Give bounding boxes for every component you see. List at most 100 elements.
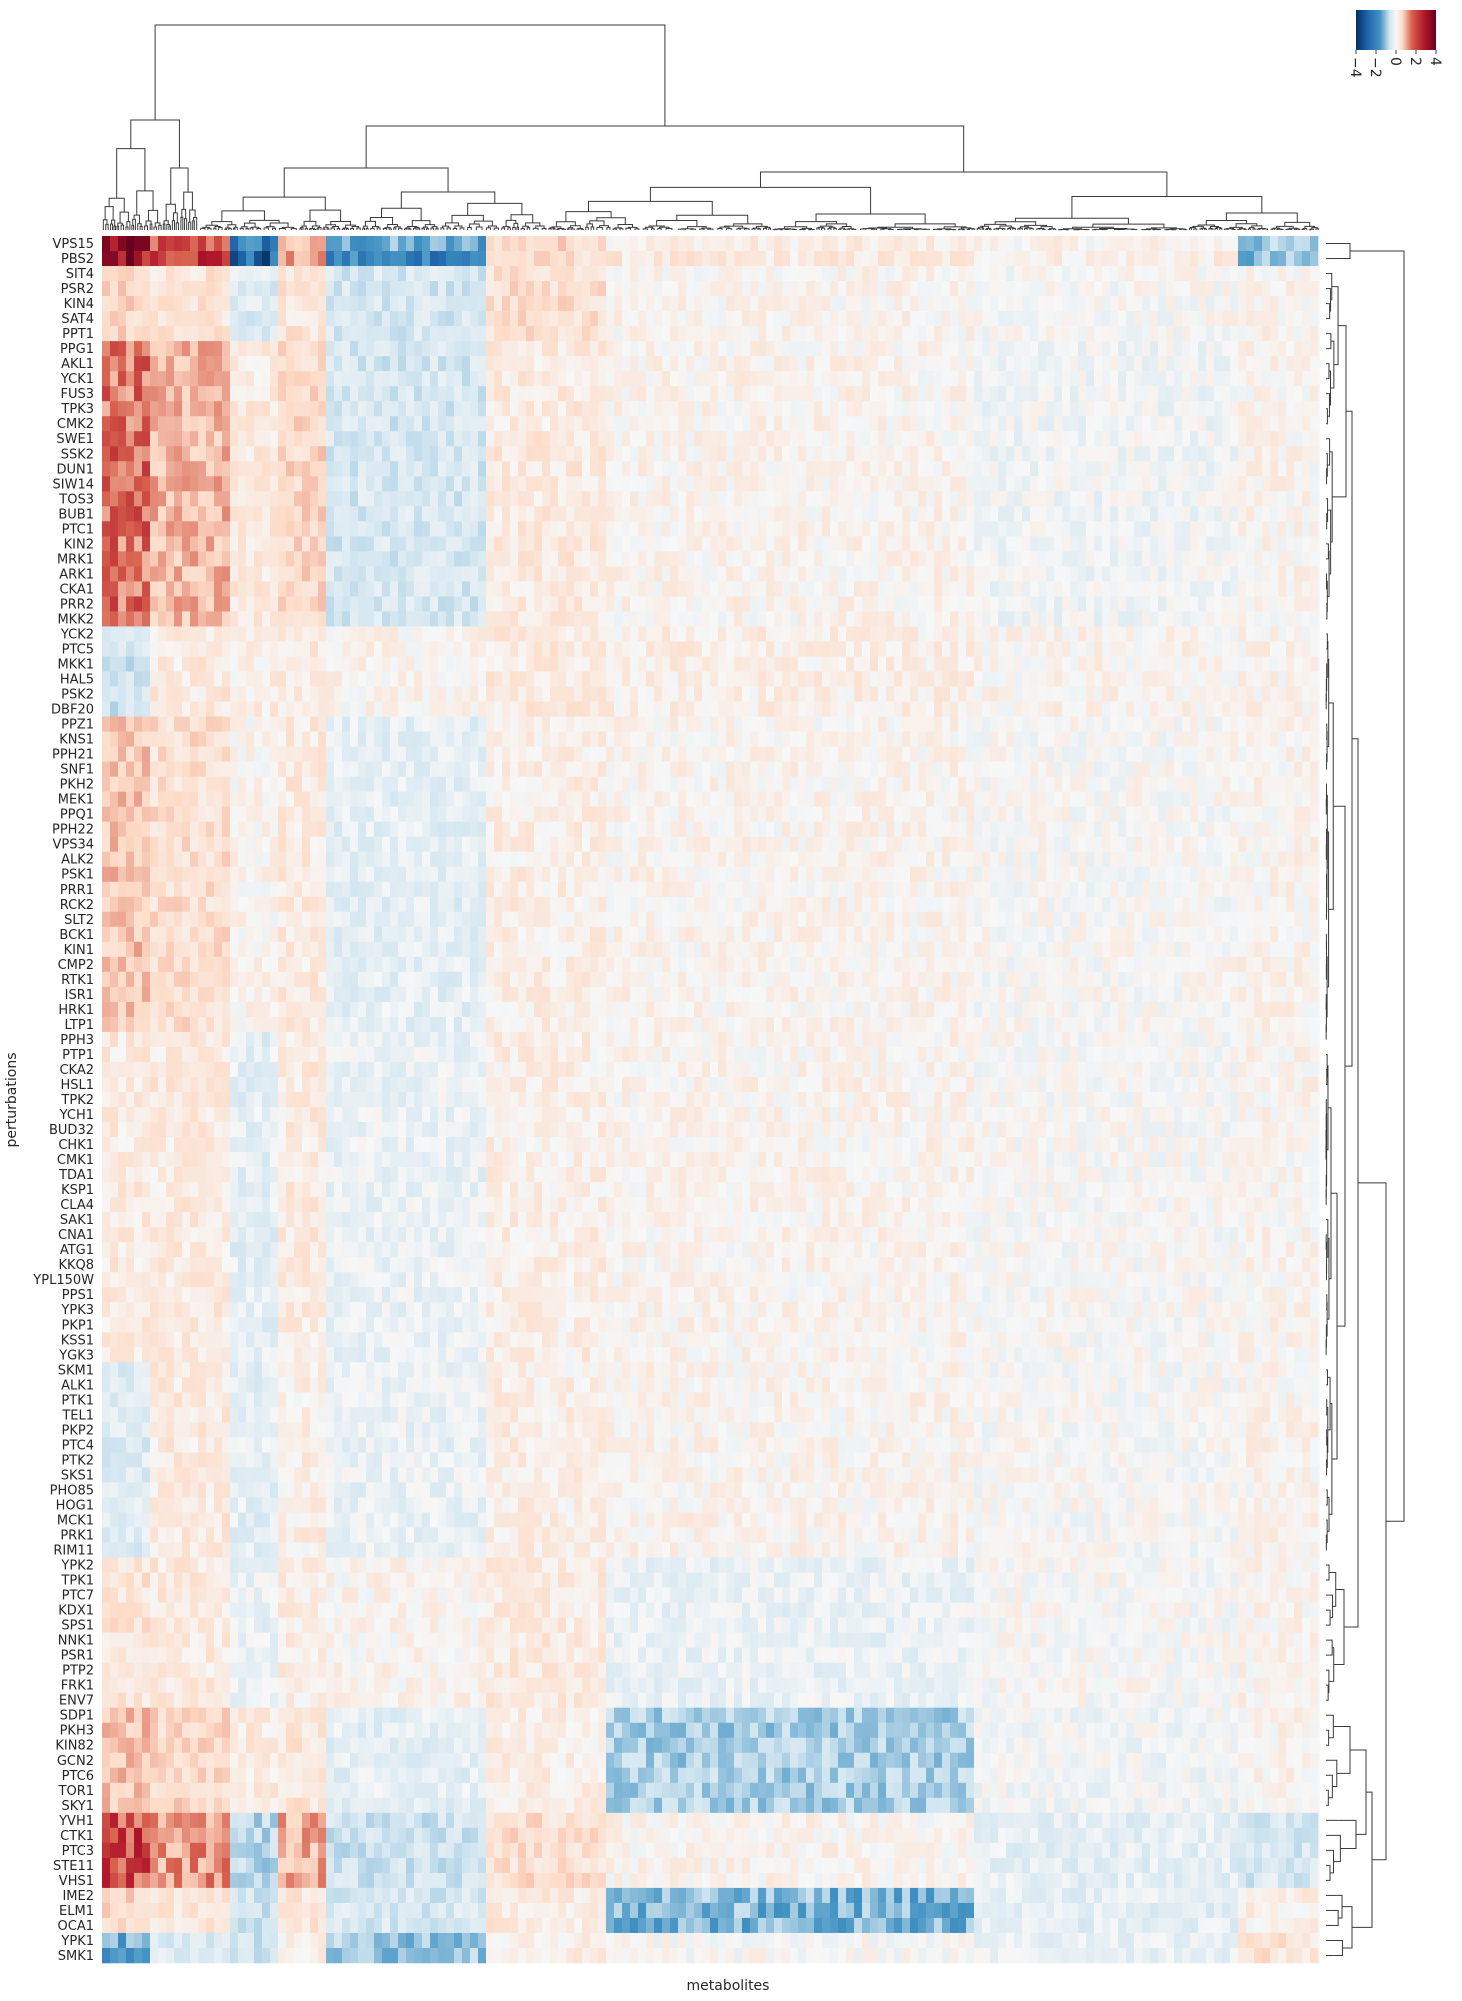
heatmap-cell [1294, 566, 1303, 582]
heatmap-cell [918, 416, 927, 432]
heatmap-cell [1070, 236, 1079, 252]
heatmap-cell [158, 341, 167, 357]
heatmap-cell [1182, 491, 1191, 507]
heatmap-cell [542, 371, 551, 387]
heatmap-cell [230, 401, 239, 417]
heatmap-cell [1182, 536, 1191, 552]
heatmap-cell [222, 401, 231, 417]
heatmap-cell [566, 281, 575, 297]
heatmap-cell [190, 281, 199, 297]
heatmap-cell [334, 581, 343, 597]
heatmap-cell [910, 416, 919, 432]
heatmap-cell [350, 566, 359, 582]
heatmap-cell [294, 371, 303, 387]
heatmap-cell [222, 431, 231, 447]
heatmap-cell [630, 461, 639, 477]
heatmap-cell [342, 596, 351, 612]
heatmap-cell [774, 506, 783, 522]
heatmap-cell [430, 281, 439, 297]
heatmap-cell [1014, 551, 1023, 567]
heatmap-cell [222, 641, 231, 657]
col-dendrogram-link [657, 228, 662, 230]
heatmap-cell [934, 311, 943, 327]
heatmap-cell [654, 521, 663, 537]
heatmap-cell [998, 506, 1007, 522]
heatmap-cell [550, 311, 559, 327]
heatmap-cell [470, 506, 479, 522]
heatmap-cell [174, 251, 183, 267]
heatmap-cell [774, 626, 783, 642]
heatmap-cell [142, 596, 151, 612]
col-dendrogram-link [111, 219, 116, 227]
heatmap-cell [638, 236, 647, 252]
heatmap-cell [1310, 431, 1319, 447]
heatmap-cell [1142, 326, 1151, 342]
heatmap-cell [230, 506, 239, 522]
heatmap-cell [614, 281, 623, 297]
heatmap-cell [1310, 581, 1319, 597]
heatmap-cell [782, 266, 791, 282]
heatmap-cell [1166, 386, 1175, 402]
heatmap-cell [486, 251, 495, 267]
heatmap-cell [1030, 626, 1039, 642]
heatmap-cell [774, 566, 783, 582]
heatmap-cell [190, 371, 199, 387]
heatmap-cell [1006, 521, 1015, 537]
heatmap-cell [574, 506, 583, 522]
heatmap-cell [1238, 266, 1247, 282]
heatmap-cell [1222, 626, 1231, 642]
heatmap-cell [678, 476, 687, 492]
heatmap-cell [918, 476, 927, 492]
heatmap-cell [894, 341, 903, 357]
heatmap-cell [670, 461, 679, 477]
heatmap-cell [702, 341, 711, 357]
heatmap-cell [1214, 281, 1223, 297]
heatmap-cell [158, 236, 167, 252]
heatmap-cell [1142, 236, 1151, 252]
heatmap-cell [542, 266, 551, 282]
heatmap-cell [1118, 551, 1127, 567]
heatmap-cell [406, 341, 415, 357]
heatmap-cell [1278, 401, 1287, 417]
heatmap-cell [622, 371, 631, 387]
heatmap-cell [1030, 536, 1039, 552]
col-dendrogram-link [833, 227, 837, 230]
heatmap-cell [1118, 491, 1127, 507]
heatmap-cell [150, 566, 159, 582]
heatmap-cell [462, 566, 471, 582]
heatmap-cell [398, 251, 407, 267]
heatmap-cell [1054, 461, 1063, 477]
heatmap-cell [710, 401, 719, 417]
heatmap-cell [454, 341, 463, 357]
col-dendrogram-link [356, 227, 361, 230]
col-dendrogram-link [459, 227, 465, 229]
heatmap-cell [494, 626, 503, 642]
heatmap-cell [302, 581, 311, 597]
heatmap-cell [1030, 296, 1039, 312]
heatmap-cell [390, 386, 399, 402]
heatmap-cell [710, 491, 719, 507]
col-dendrogram-link [1189, 227, 1193, 230]
heatmap-cell [630, 281, 639, 297]
heatmap-cell [1278, 491, 1287, 507]
heatmap-cell [590, 551, 599, 567]
heatmap-cell [854, 281, 863, 297]
heatmap-cell [718, 581, 727, 597]
col-dendrogram-link [364, 220, 377, 227]
heatmap-cell [286, 371, 295, 387]
heatmap-cell [1286, 296, 1295, 312]
heatmap-cell [1134, 521, 1143, 537]
heatmap-cell [798, 506, 807, 522]
heatmap-cell [278, 506, 287, 522]
heatmap-cell [878, 581, 887, 597]
heatmap-cell [950, 566, 959, 582]
heatmap-cell [1254, 386, 1263, 402]
heatmap-cell [126, 641, 135, 657]
heatmap-cell [454, 506, 463, 522]
heatmap-cell [1078, 506, 1087, 522]
heatmap-cell [974, 521, 983, 537]
heatmap-cell [486, 611, 495, 627]
heatmap-cell [1134, 326, 1143, 342]
heatmap-cell [126, 416, 135, 432]
heatmap-cell [398, 266, 407, 282]
